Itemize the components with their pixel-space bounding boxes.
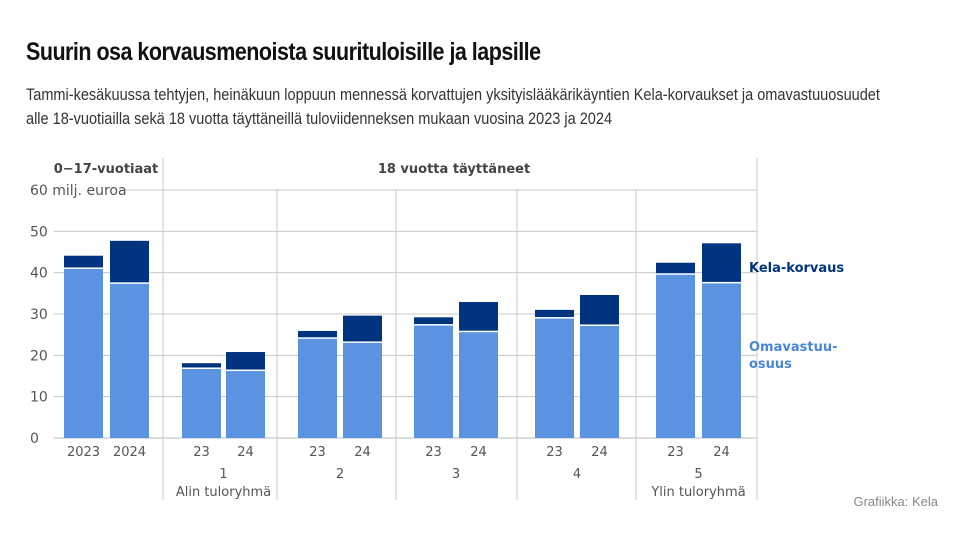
- bar-kela-korvaus: [298, 330, 337, 338]
- bar-omavastuuosuus: [414, 325, 453, 438]
- group-label: 3: [452, 467, 460, 482]
- section-header-children: 0−17-vuotiaat: [54, 162, 159, 177]
- bar-label: 24: [591, 445, 608, 460]
- legend-kela-korvaus: Kela-korvaus: [749, 261, 844, 276]
- bar-label: 2024: [113, 445, 146, 460]
- bar-label: 24: [470, 445, 487, 460]
- credit: Grafiikka: Kela: [853, 494, 938, 509]
- group-label: 2: [336, 467, 344, 482]
- bar-label: 24: [713, 445, 730, 460]
- bar-kela-korvaus: [414, 317, 453, 325]
- gridlines: [54, 189, 757, 439]
- y-tick-label: 20: [30, 348, 48, 364]
- bar-label: 24: [237, 445, 254, 460]
- section-header-adults: 18 vuotta täyttäneet: [378, 162, 530, 177]
- chart-title: Suurin osa korvausmenoista suurituloisil…: [26, 38, 541, 66]
- bar-omavastuuosuus: [702, 283, 741, 438]
- bar-kela-korvaus: [535, 309, 574, 318]
- group-label: 4: [573, 467, 581, 482]
- group-separators: [162, 158, 758, 500]
- bar-kela-korvaus: [64, 255, 103, 268]
- bar-omavastuuosuus: [343, 342, 382, 438]
- bar-label: 23: [309, 445, 326, 460]
- bar-kela-korvaus: [702, 243, 741, 282]
- bar-kela-korvaus: [226, 352, 265, 370]
- bar-omavastuuosuus: [656, 274, 695, 438]
- bar-kela-korvaus: [343, 315, 382, 342]
- bar-omavastuuosuus: [110, 283, 149, 438]
- bar-omavastuuosuus: [226, 371, 265, 438]
- bar-label: 23: [193, 445, 210, 460]
- bar-label: 24: [354, 445, 371, 460]
- bar-omavastuuosuus: [298, 338, 337, 438]
- bar-omavastuuosuus: [535, 318, 574, 438]
- y-tick-label: 60 milj. euroa: [30, 183, 127, 199]
- chart-subtitle-line-1: Tammi-kesäkuussa tehtyjen, heinäkuun lop…: [26, 86, 880, 104]
- y-tick-label: 0: [30, 431, 39, 447]
- bar-kela-korvaus: [459, 302, 498, 331]
- group-sublabel: Alin tuloryhmä: [176, 485, 271, 500]
- bar-kela-korvaus: [580, 294, 619, 325]
- bar-omavastuuosuus: [182, 368, 221, 438]
- bar-omavastuuosuus: [64, 268, 103, 438]
- bar-label: 23: [546, 445, 563, 460]
- group-label: 5: [694, 467, 702, 482]
- bar-label: 23: [667, 445, 684, 460]
- bar-label: 23: [425, 445, 442, 460]
- y-tick-label: 10: [30, 390, 48, 406]
- bars: [64, 240, 741, 438]
- group-label: 1: [219, 467, 227, 482]
- legend-omavastuuosuus-line-2: osuus: [749, 357, 792, 372]
- y-tick-label: 50: [30, 224, 48, 240]
- legend-omavastuuosuus-line-1: Omavastuu-: [749, 340, 837, 355]
- bar-kela-korvaus: [182, 363, 221, 368]
- bar-label: 2023: [67, 445, 100, 460]
- bar-kela-korvaus: [110, 240, 149, 283]
- bar-kela-korvaus: [656, 262, 695, 274]
- chart-subtitle-line-2: alle 18-vuotiailla sekä 18 vuotta täyttä…: [26, 110, 613, 128]
- bar-omavastuuosuus: [580, 325, 619, 438]
- bar-omavastuuosuus: [459, 332, 498, 438]
- y-tick-label: 40: [30, 266, 48, 282]
- group-sublabel: Ylin tuloryhmä: [650, 485, 745, 500]
- y-tick-label: 30: [30, 307, 48, 323]
